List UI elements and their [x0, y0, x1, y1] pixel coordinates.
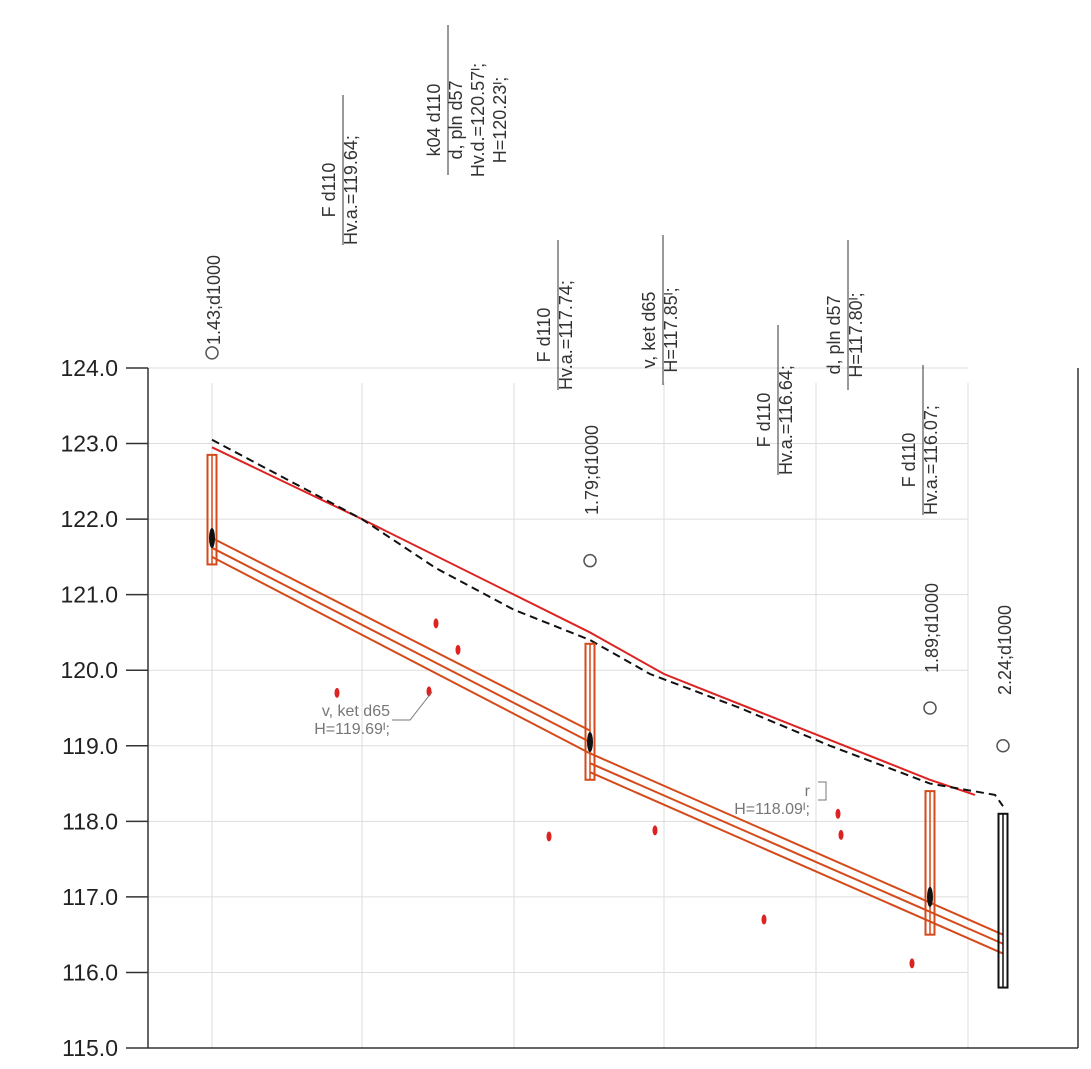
connection-label-4: H=120.23ᴵ; [490, 77, 510, 164]
annotation-line-1: v, ket d65 [322, 703, 390, 720]
well-2-label: 1.79;d1000 [582, 425, 602, 515]
y-tick-label: 122.0 [60, 506, 118, 532]
connection-label-1: d, pln d57 [824, 295, 844, 374]
manholes: 1.43;d1000 1.79;d1000 1.89;d1000 2.24;d1000 [204, 255, 1015, 989]
connection-label-2: Hv.a.=117.74; [556, 280, 576, 390]
y-tick-label: 116.0 [62, 959, 118, 985]
annotation-line-2: H=119.69ᴵ; [314, 721, 390, 738]
well-3-marker-icon [923, 701, 937, 715]
red-point [835, 808, 841, 819]
pipe-line-top [589, 752, 1004, 936]
y-tick-label: 118.0 [62, 808, 118, 834]
red-point [909, 958, 915, 969]
y-tick-label: 117.0 [62, 884, 118, 910]
connection-label-2: Hv.a.=119.64; [341, 135, 361, 245]
red-point [426, 686, 432, 697]
annotation-line-1: r [805, 783, 811, 800]
well-4-marker-icon [996, 739, 1010, 753]
connection-label-3: Hv.d.=120.57ᴵ; [468, 63, 488, 177]
well-2-invert-marker [587, 732, 593, 752]
connection-labels: F d110 Hv.a.=119.64;k04 d110 d, pln d57 Hv.… [319, 25, 941, 515]
pipe-line-mid [589, 762, 1004, 945]
well-1-label: 1.43;d1000 [204, 255, 224, 345]
y-tick-label: 120.0 [60, 657, 118, 683]
red-point [761, 914, 767, 925]
ground-surface-line [211, 438, 1004, 807]
well-1-invert-marker [209, 528, 215, 548]
pipe-line-bot [211, 556, 591, 755]
red-point [455, 644, 461, 655]
y-tick-label: 124.0 [60, 355, 118, 381]
connection-label-2: H=117.80ᴵ; [846, 292, 866, 377]
annotation-bracket [818, 781, 827, 801]
annotation-line-2: H=118.09ᴵ; [734, 801, 810, 818]
red-point [652, 825, 658, 836]
connection-label-1: F d110 [534, 308, 554, 363]
red-point [838, 829, 844, 840]
y-tick-label: 123.0 [60, 431, 118, 457]
connection-points [334, 618, 915, 969]
connection-label-2: H=117.85ᴵ; [661, 287, 681, 372]
y-tick-label: 115.0 [62, 1035, 118, 1061]
well-1-marker-icon [205, 346, 219, 360]
connection-label-2: d, pln d57 [446, 80, 466, 159]
pipe-line-mid [211, 546, 591, 743]
pipe-line-top [211, 537, 591, 732]
connection-label-2: Hv.a.=116.07; [921, 405, 941, 515]
ground-lines [211, 438, 1004, 807]
well-4-label: 2.24;d1000 [995, 605, 1015, 695]
connection-label-2: Hv.a.=116.64; [776, 365, 796, 475]
pipe-segments [211, 537, 1004, 955]
red-point [546, 831, 552, 842]
well-3-invert-marker [927, 886, 933, 907]
connection-label-1: F d110 [319, 163, 339, 218]
connection-label-1: F d110 [754, 393, 774, 448]
connection-label-1: F d110 [899, 433, 919, 488]
red-point [334, 687, 340, 698]
y-axis-labels: 124.0 123.0 122.0 121.0 120.0 119.0 118.0 117.0… [60, 355, 148, 1061]
well-2-marker-icon [583, 553, 597, 568]
design-surface-line [211, 446, 976, 796]
pipe-line-bot [589, 771, 1004, 955]
axes [147, 368, 1079, 1049]
connection-label-1: k04 d110 [424, 84, 444, 157]
connection-label-1: v, ket d65 [639, 292, 659, 369]
y-tick-label: 119.0 [62, 733, 118, 759]
y-tick-label: 121.0 [60, 582, 118, 608]
grid-lines [148, 367, 969, 1048]
annotation-leader [392, 691, 433, 721]
red-point [433, 618, 439, 629]
well-3-label: 1.89;d1000 [922, 583, 942, 673]
